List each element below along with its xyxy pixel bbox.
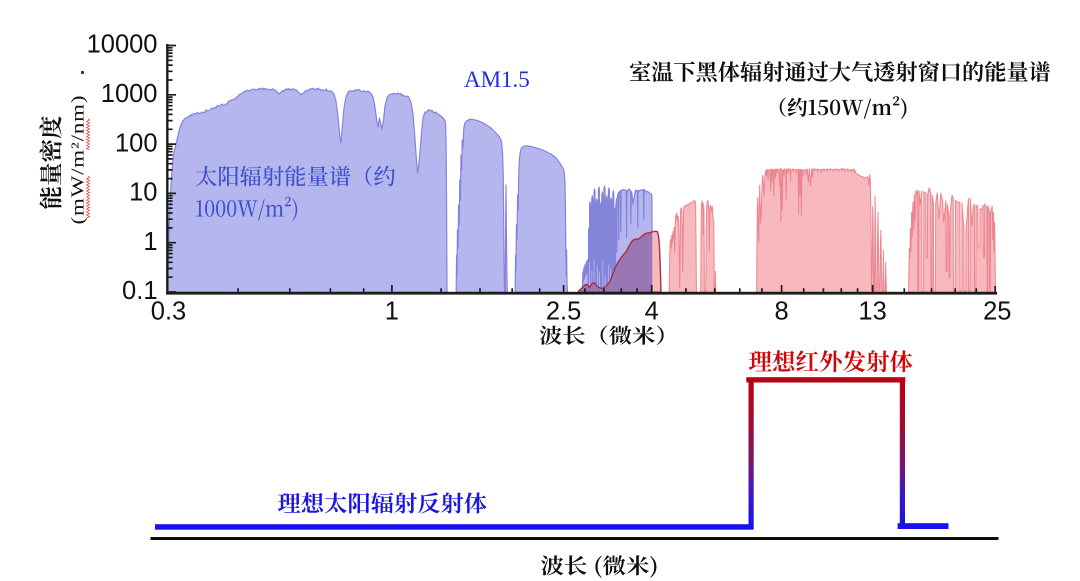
svg-text:AM1.5: AM1.5 (464, 67, 530, 92)
svg-text:10000: 10000 (87, 31, 158, 59)
svg-text:0.1: 0.1 (122, 277, 157, 305)
svg-text:1000: 1000 (101, 80, 158, 108)
svg-text:13: 13 (858, 298, 886, 326)
svg-text:4: 4 (645, 298, 659, 326)
svg-text:2.5: 2.5 (546, 298, 581, 326)
svg-text:10: 10 (129, 179, 157, 207)
svg-text:0.3: 0.3 (151, 298, 186, 326)
svg-text:(mW/m²/nm): (mW/m²/nm) (69, 95, 88, 225)
svg-text:8: 8 (775, 298, 789, 326)
svg-text:1: 1 (143, 228, 157, 256)
svg-text:25: 25 (983, 298, 1011, 326)
svg-text:100: 100 (115, 129, 158, 157)
svg-text:1: 1 (385, 298, 399, 326)
